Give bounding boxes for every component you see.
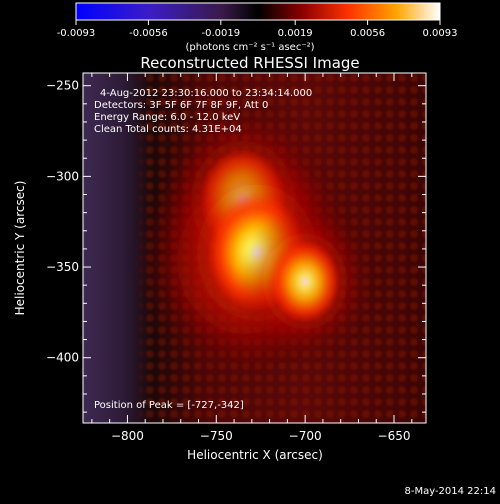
x-tick-label: −650 — [378, 429, 411, 443]
x-axis-label: Heliocentric X (arcsec) — [187, 448, 323, 462]
annotations: 4-Aug-2012 23:30:16.000 to 23:34:14.000D… — [94, 88, 312, 135]
colorbar-gradient — [76, 3, 440, 20]
annotation-line: Detectors: 3F 5F 6F 7F 8F 9F, Att 0 — [94, 100, 268, 111]
y-axis-label: Heliocentric Y (arcsec) — [13, 181, 27, 316]
x-tick-label: −700 — [289, 429, 322, 443]
colorbar-units-label: (photons cm⁻² s⁻¹ asec⁻²) — [185, 42, 314, 53]
colorbar-tick-label: 0.0056 — [350, 28, 385, 39]
colorbar-frame — [75, 2, 441, 21]
colorbar-tick-label: 0.0093 — [423, 28, 458, 39]
plot-frame — [82, 72, 427, 424]
x-tick-label: −750 — [200, 429, 233, 443]
y-tick-label: −350 — [46, 260, 79, 274]
annotation-line: Energy Range: 6.0 - 12.0 keV — [94, 112, 240, 123]
y-tick-label: −250 — [46, 79, 79, 93]
y-tick-label: −400 — [46, 351, 79, 365]
source-layer — [158, 103, 374, 364]
peak-position-label: Position of Peak = [-727,-342] — [94, 400, 244, 411]
colorbar-tick-label: -0.0019 — [202, 28, 241, 39]
plot-area — [83, 73, 426, 423]
chart-title: Reconstructed RHESSI Image — [140, 54, 359, 72]
source-core — [270, 240, 341, 323]
annotation-line: 4-Aug-2012 23:30:16.000 to 23:34:14.000 — [100, 88, 312, 99]
colorbar: -0.0093 -0.0056 -0.0019 0.0019 0.0056 0.0093 … — [57, 2, 458, 53]
y-tick-label: −300 — [46, 169, 79, 183]
date-stamp: 8-May-2014 22:14 — [404, 486, 496, 497]
annotation-line: Clean Total counts: 4.31E+04 — [94, 124, 242, 135]
colorbar-tick-label: -0.0093 — [57, 28, 96, 39]
colorbar-ticks: -0.0093 -0.0056 -0.0019 0.0019 0.0056 0.0093 — [57, 20, 458, 39]
axes: −800 −750 −700 −650 −250 −300 −350 −400 — [46, 72, 427, 443]
x-tick-label: −800 — [111, 429, 144, 443]
colorbar-tick-label: 0.0019 — [278, 28, 313, 39]
colorbar-tick-label: -0.0056 — [129, 28, 168, 39]
